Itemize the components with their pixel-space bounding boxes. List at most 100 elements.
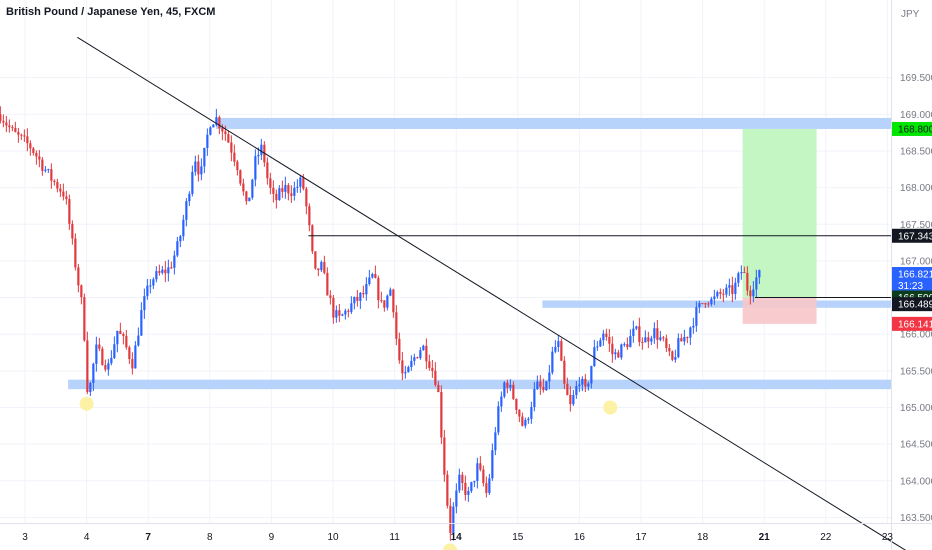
candle-body	[503, 382, 506, 397]
candle-body	[2, 120, 5, 123]
candle-body	[587, 383, 590, 387]
candle-body	[113, 344, 116, 358]
candle-body	[308, 206, 311, 226]
candle-body	[248, 197, 251, 202]
price-tag: 166.141	[892, 316, 932, 331]
candle-body	[536, 381, 539, 390]
candle-body	[467, 491, 470, 495]
candle-body	[566, 383, 569, 395]
candle-body	[452, 506, 455, 534]
candle-body	[617, 352, 620, 358]
time-axis-labels: 3 4 7 8 9 10 11 14 15 16 17 18 21 22 23	[22, 532, 893, 543]
candle-body	[149, 285, 152, 287]
time-tick-label: 15	[512, 532, 524, 543]
candle-body	[95, 344, 98, 364]
candle-body	[398, 338, 401, 361]
candle-body	[434, 370, 437, 385]
candle-body	[176, 241, 179, 256]
position-target-area[interactable]	[742, 128, 817, 298]
low-highlight-marker	[79, 396, 94, 411]
candle-body	[524, 420, 527, 426]
candle-body	[152, 279, 155, 286]
candle-body	[602, 333, 605, 341]
low-highlight-marker	[443, 543, 458, 550]
drawings[interactable]	[77, 36, 907, 550]
price-tick-label: 165.500	[900, 366, 932, 377]
price-tag-countdown: 31:23	[898, 281, 923, 292]
candle-body	[443, 437, 446, 475]
candle-body	[605, 333, 608, 337]
sr-zone[interactable]	[68, 379, 892, 390]
price-tag: 168.800	[892, 121, 932, 136]
candle-body	[65, 196, 68, 200]
symbol-title[interactable]: British Pound / Japanese Yen, 45, FXCM	[6, 6, 216, 18]
candle-body	[281, 188, 284, 192]
candle-body	[395, 312, 398, 339]
support-resistance-zones[interactable]	[68, 117, 892, 390]
candle-body	[374, 274, 377, 278]
candle-body	[80, 285, 83, 298]
candle-body	[356, 296, 359, 301]
candle-body	[200, 166, 203, 175]
candle-body	[191, 171, 194, 194]
candle-body	[599, 340, 602, 347]
candle-body	[590, 366, 593, 384]
candle-body	[488, 478, 491, 493]
time-tick-label: 3	[22, 532, 28, 543]
candle-body	[371, 274, 374, 278]
candle-body	[746, 272, 749, 291]
sr-zone[interactable]	[215, 117, 891, 129]
candle-body	[728, 285, 731, 288]
candle-body	[497, 406, 500, 433]
candle-body	[350, 303, 353, 312]
candle-body	[404, 372, 407, 374]
candle-body	[677, 338, 680, 358]
price-tag-bg	[892, 267, 932, 294]
candle-body	[143, 296, 146, 311]
grid	[0, 0, 891, 523]
candle-body	[98, 344, 101, 349]
candle-body	[44, 169, 47, 171]
candle-body	[479, 463, 482, 470]
price-tick-label: 167.000	[900, 256, 932, 267]
candle-body	[512, 384, 515, 399]
candle-body	[407, 367, 410, 373]
candle-body	[509, 384, 512, 388]
long-position-tool[interactable]	[742, 128, 817, 324]
candle-body	[86, 340, 89, 392]
time-tick-label: 14	[451, 532, 463, 543]
price-tag-bg	[892, 316, 932, 331]
candle-body	[218, 117, 221, 129]
candle-body	[365, 283, 368, 295]
sr-zone[interactable]	[542, 300, 891, 308]
candle-body	[140, 310, 143, 336]
candle-body	[194, 161, 197, 172]
candle-body	[482, 469, 485, 484]
low-highlight-marker	[603, 400, 618, 415]
candle-body	[182, 219, 185, 237]
price-tag-bg	[892, 297, 932, 312]
candle-body	[554, 346, 557, 352]
descending-trendline[interactable]	[77, 36, 907, 550]
candle-body	[431, 367, 434, 371]
price-tag-bg	[892, 121, 932, 136]
candle-body	[53, 180, 56, 183]
candle-body	[41, 159, 44, 171]
candle-body	[608, 336, 611, 344]
price-tick-label: 166.000	[900, 330, 932, 341]
price-tick-label: 169.000	[900, 110, 932, 121]
candle-body	[32, 148, 35, 153]
candle-body	[20, 134, 23, 136]
candle-body	[461, 474, 464, 483]
position-stop-area[interactable]	[742, 297, 817, 324]
candle-body	[521, 416, 524, 426]
candle-body	[335, 310, 338, 318]
candle-body	[311, 225, 314, 252]
time-tick-label: 22	[820, 532, 832, 543]
candle-body	[401, 360, 404, 374]
candle-body	[518, 409, 521, 417]
candle-body	[161, 269, 164, 273]
candle-body	[158, 271, 161, 273]
